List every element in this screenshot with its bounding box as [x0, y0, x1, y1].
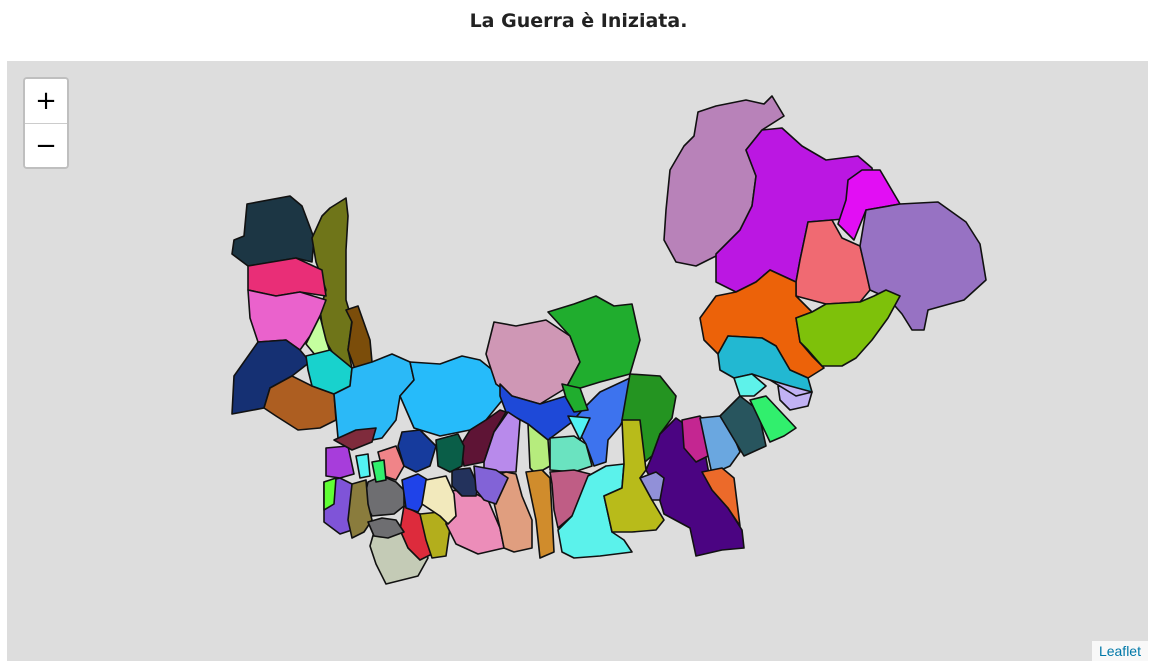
map-region[interactable]: [231, 195, 315, 267]
zoom-in-button[interactable]: +: [25, 79, 67, 124]
map-region[interactable]: [371, 459, 387, 483]
zoom-control: + −: [23, 77, 69, 169]
map-region[interactable]: [749, 395, 797, 443]
page-title: La Guerra è Iniziata.: [469, 10, 688, 32]
map-region[interactable]: [701, 467, 741, 527]
map-region[interactable]: [769, 379, 813, 397]
zoom-out-button[interactable]: −: [25, 124, 67, 167]
map-region[interactable]: [333, 353, 415, 445]
regions-layer[interactable]: [231, 95, 987, 585]
map-region[interactable]: [549, 435, 593, 473]
map-region[interactable]: [483, 411, 521, 473]
map-region[interactable]: [639, 471, 665, 501]
map-region[interactable]: [451, 467, 479, 497]
map-region[interactable]: [367, 517, 405, 539]
map-region[interactable]: [561, 383, 589, 413]
map-region[interactable]: [333, 427, 377, 451]
map-region[interactable]: [435, 433, 465, 473]
map-region[interactable]: [397, 429, 437, 473]
map-svg[interactable]: [7, 61, 1148, 661]
map-region[interactable]: [323, 477, 337, 511]
map-container[interactable]: + − Leaflet: [7, 61, 1148, 661]
map-region[interactable]: [525, 469, 555, 559]
map-region[interactable]: [733, 373, 767, 397]
map-region[interactable]: [795, 219, 871, 305]
map-region[interactable]: [325, 445, 355, 479]
map-region[interactable]: [603, 419, 665, 533]
map-region[interactable]: [263, 375, 337, 431]
map-region[interactable]: [347, 479, 373, 539]
map-region[interactable]: [567, 415, 591, 441]
leaflet-attribution-link[interactable]: Leaflet: [1091, 641, 1148, 661]
map-region[interactable]: [473, 465, 509, 505]
map-region[interactable]: [421, 475, 457, 525]
map-region[interactable]: [247, 257, 327, 297]
map-region[interactable]: [355, 453, 371, 479]
map-region[interactable]: [795, 289, 901, 367]
